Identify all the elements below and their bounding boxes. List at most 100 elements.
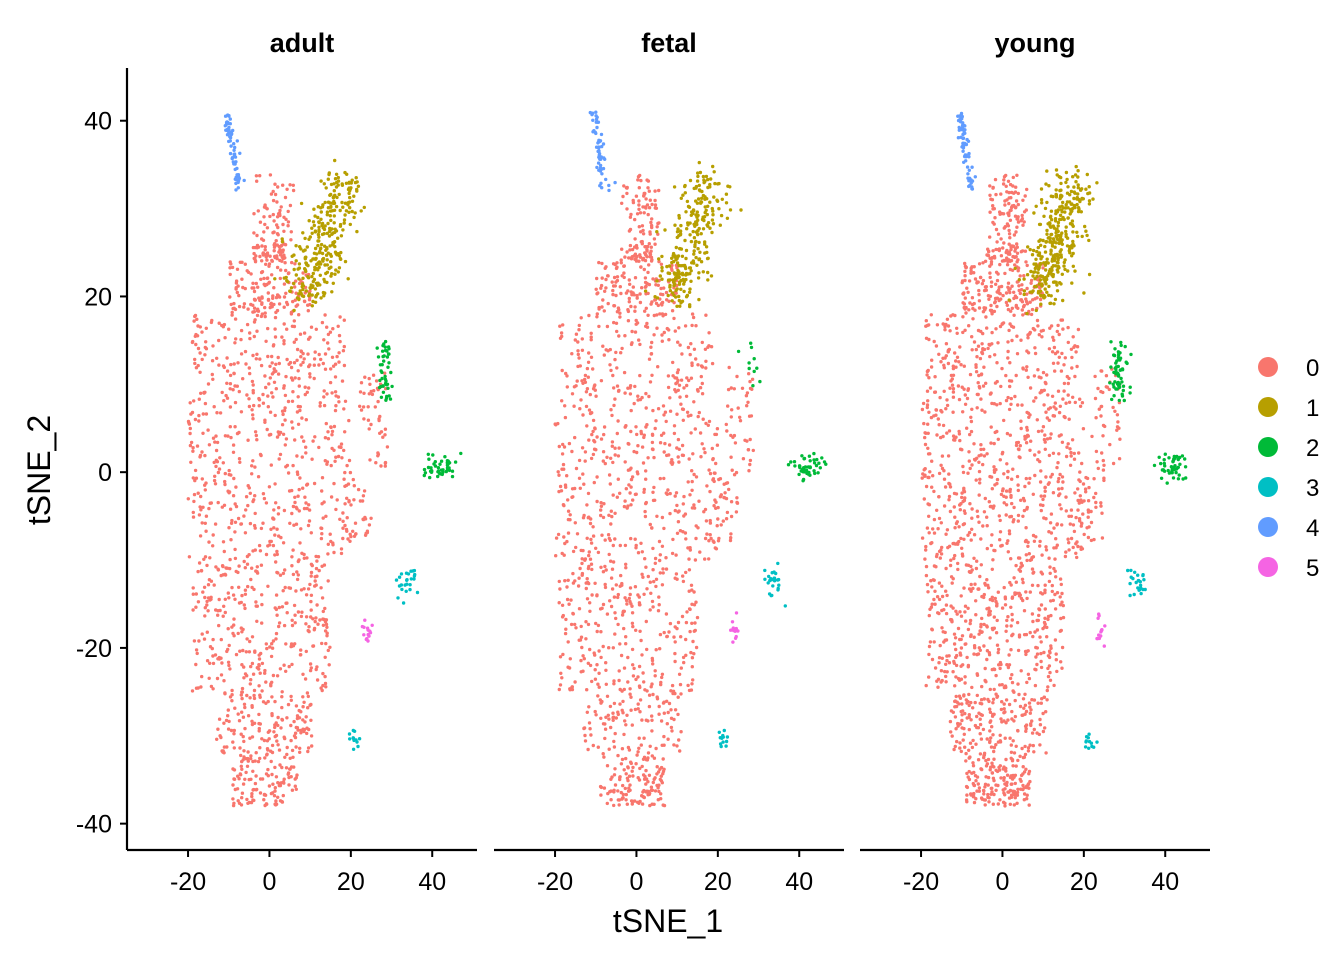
point-cluster-1 [706,177,710,182]
point-cluster-0 [682,494,686,499]
point-cluster-0 [603,564,607,569]
point-cluster-0 [334,404,338,408]
point-cluster-0 [577,356,581,360]
point-cluster-0 [672,316,676,321]
point-cluster-0 [258,791,263,795]
point-cluster-0 [674,572,679,576]
point-cluster-0 [260,296,264,300]
point-cluster-5 [732,628,736,633]
point-cluster-0 [1006,281,1011,285]
point-cluster-0 [667,328,671,332]
point-cluster-1 [739,208,743,212]
point-cluster-0 [971,738,975,743]
point-cluster-1 [297,277,301,281]
point-cluster-3 [773,578,777,582]
point-cluster-0 [211,544,215,548]
point-cluster-0 [229,538,233,542]
point-cluster-0 [251,459,255,463]
point-cluster-0 [208,556,212,560]
point-cluster-0 [631,624,635,629]
point-cluster-0 [274,239,278,243]
point-cluster-0 [220,390,224,395]
point-cluster-0 [993,177,998,182]
point-cluster-0 [959,502,963,506]
point-cluster-0 [1010,595,1015,599]
point-cluster-1 [320,251,325,256]
point-cluster-0 [198,534,203,538]
point-cluster-0 [1029,281,1033,285]
point-cluster-0 [275,293,280,297]
point-cluster-0 [581,413,585,417]
point-cluster-0 [670,458,674,462]
point-cluster-0 [680,443,685,448]
point-cluster-0 [629,503,633,507]
point-cluster-0 [1075,364,1079,369]
point-cluster-0 [194,342,198,347]
point-cluster-0 [1028,590,1033,594]
point-cluster-0 [292,523,296,527]
point-cluster-0 [282,623,287,628]
point-cluster-0 [653,561,657,565]
point-cluster-0 [329,495,334,499]
point-cluster-2 [385,382,390,386]
point-cluster-0 [588,609,592,613]
point-cluster-0 [967,727,971,732]
point-cluster-0 [271,212,275,217]
point-cluster-0 [264,385,268,390]
point-cluster-0 [306,746,311,750]
point-cluster-0 [576,340,580,344]
point-cluster-0 [1018,704,1023,709]
point-cluster-0 [625,207,629,211]
point-cluster-0 [953,715,958,719]
point-cluster-0 [201,431,205,435]
point-cluster-0 [583,739,588,743]
point-cluster-0 [996,232,1001,236]
point-cluster-0 [963,261,967,266]
point-cluster-0 [333,408,338,413]
point-cluster-0 [1044,381,1048,386]
point-cluster-0 [667,299,671,303]
point-cluster-0 [280,765,284,770]
point-cluster-0 [691,678,695,682]
point-cluster-0 [592,480,596,485]
point-cluster-0 [223,482,227,487]
point-cluster-0 [593,709,597,714]
point-cluster-0 [250,794,254,799]
point-cluster-0 [927,376,931,380]
point-cluster-0 [283,755,287,759]
point-cluster-0 [740,386,745,390]
point-cluster-0 [262,230,266,234]
point-cluster-0 [587,351,591,355]
point-cluster-0 [227,643,231,648]
point-cluster-0 [560,615,565,619]
point-cluster-0 [240,260,244,264]
point-cluster-0 [286,220,291,224]
point-cluster-0 [289,365,294,370]
point-cluster-0 [188,401,192,405]
point-cluster-0 [643,514,648,519]
point-cluster-0 [1059,616,1063,621]
point-cluster-0 [990,567,994,571]
point-cluster-0 [1058,492,1062,496]
point-cluster-0 [307,519,312,523]
point-cluster-1 [671,291,675,295]
point-cluster-0 [564,617,568,622]
point-cluster-0 [264,680,268,684]
point-cluster-3 [777,583,781,587]
point-cluster-0 [655,765,659,769]
point-cluster-1 [319,179,323,183]
point-cluster-0 [246,714,251,718]
point-cluster-0 [624,186,629,190]
point-cluster-0 [601,344,605,348]
point-cluster-0 [659,719,664,723]
point-cluster-0 [623,460,627,464]
point-cluster-0 [991,204,995,208]
point-cluster-0 [620,274,624,278]
point-cluster-0 [563,415,568,420]
point-cluster-0 [1004,503,1009,507]
point-cluster-0 [599,716,603,720]
point-cluster-0 [1048,326,1052,330]
point-cluster-0 [250,464,254,468]
point-cluster-0 [609,604,614,609]
point-cluster-0 [1059,318,1063,322]
